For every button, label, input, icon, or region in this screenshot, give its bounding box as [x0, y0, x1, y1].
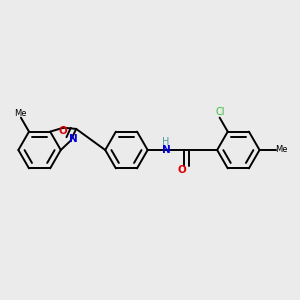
Text: O: O [59, 126, 68, 136]
Text: O: O [177, 165, 186, 175]
Text: N: N [161, 145, 170, 155]
Text: Me: Me [275, 146, 288, 154]
Text: Cl: Cl [215, 107, 225, 117]
Text: H: H [162, 137, 169, 147]
Text: N: N [69, 134, 77, 144]
Text: Me: Me [14, 109, 26, 118]
